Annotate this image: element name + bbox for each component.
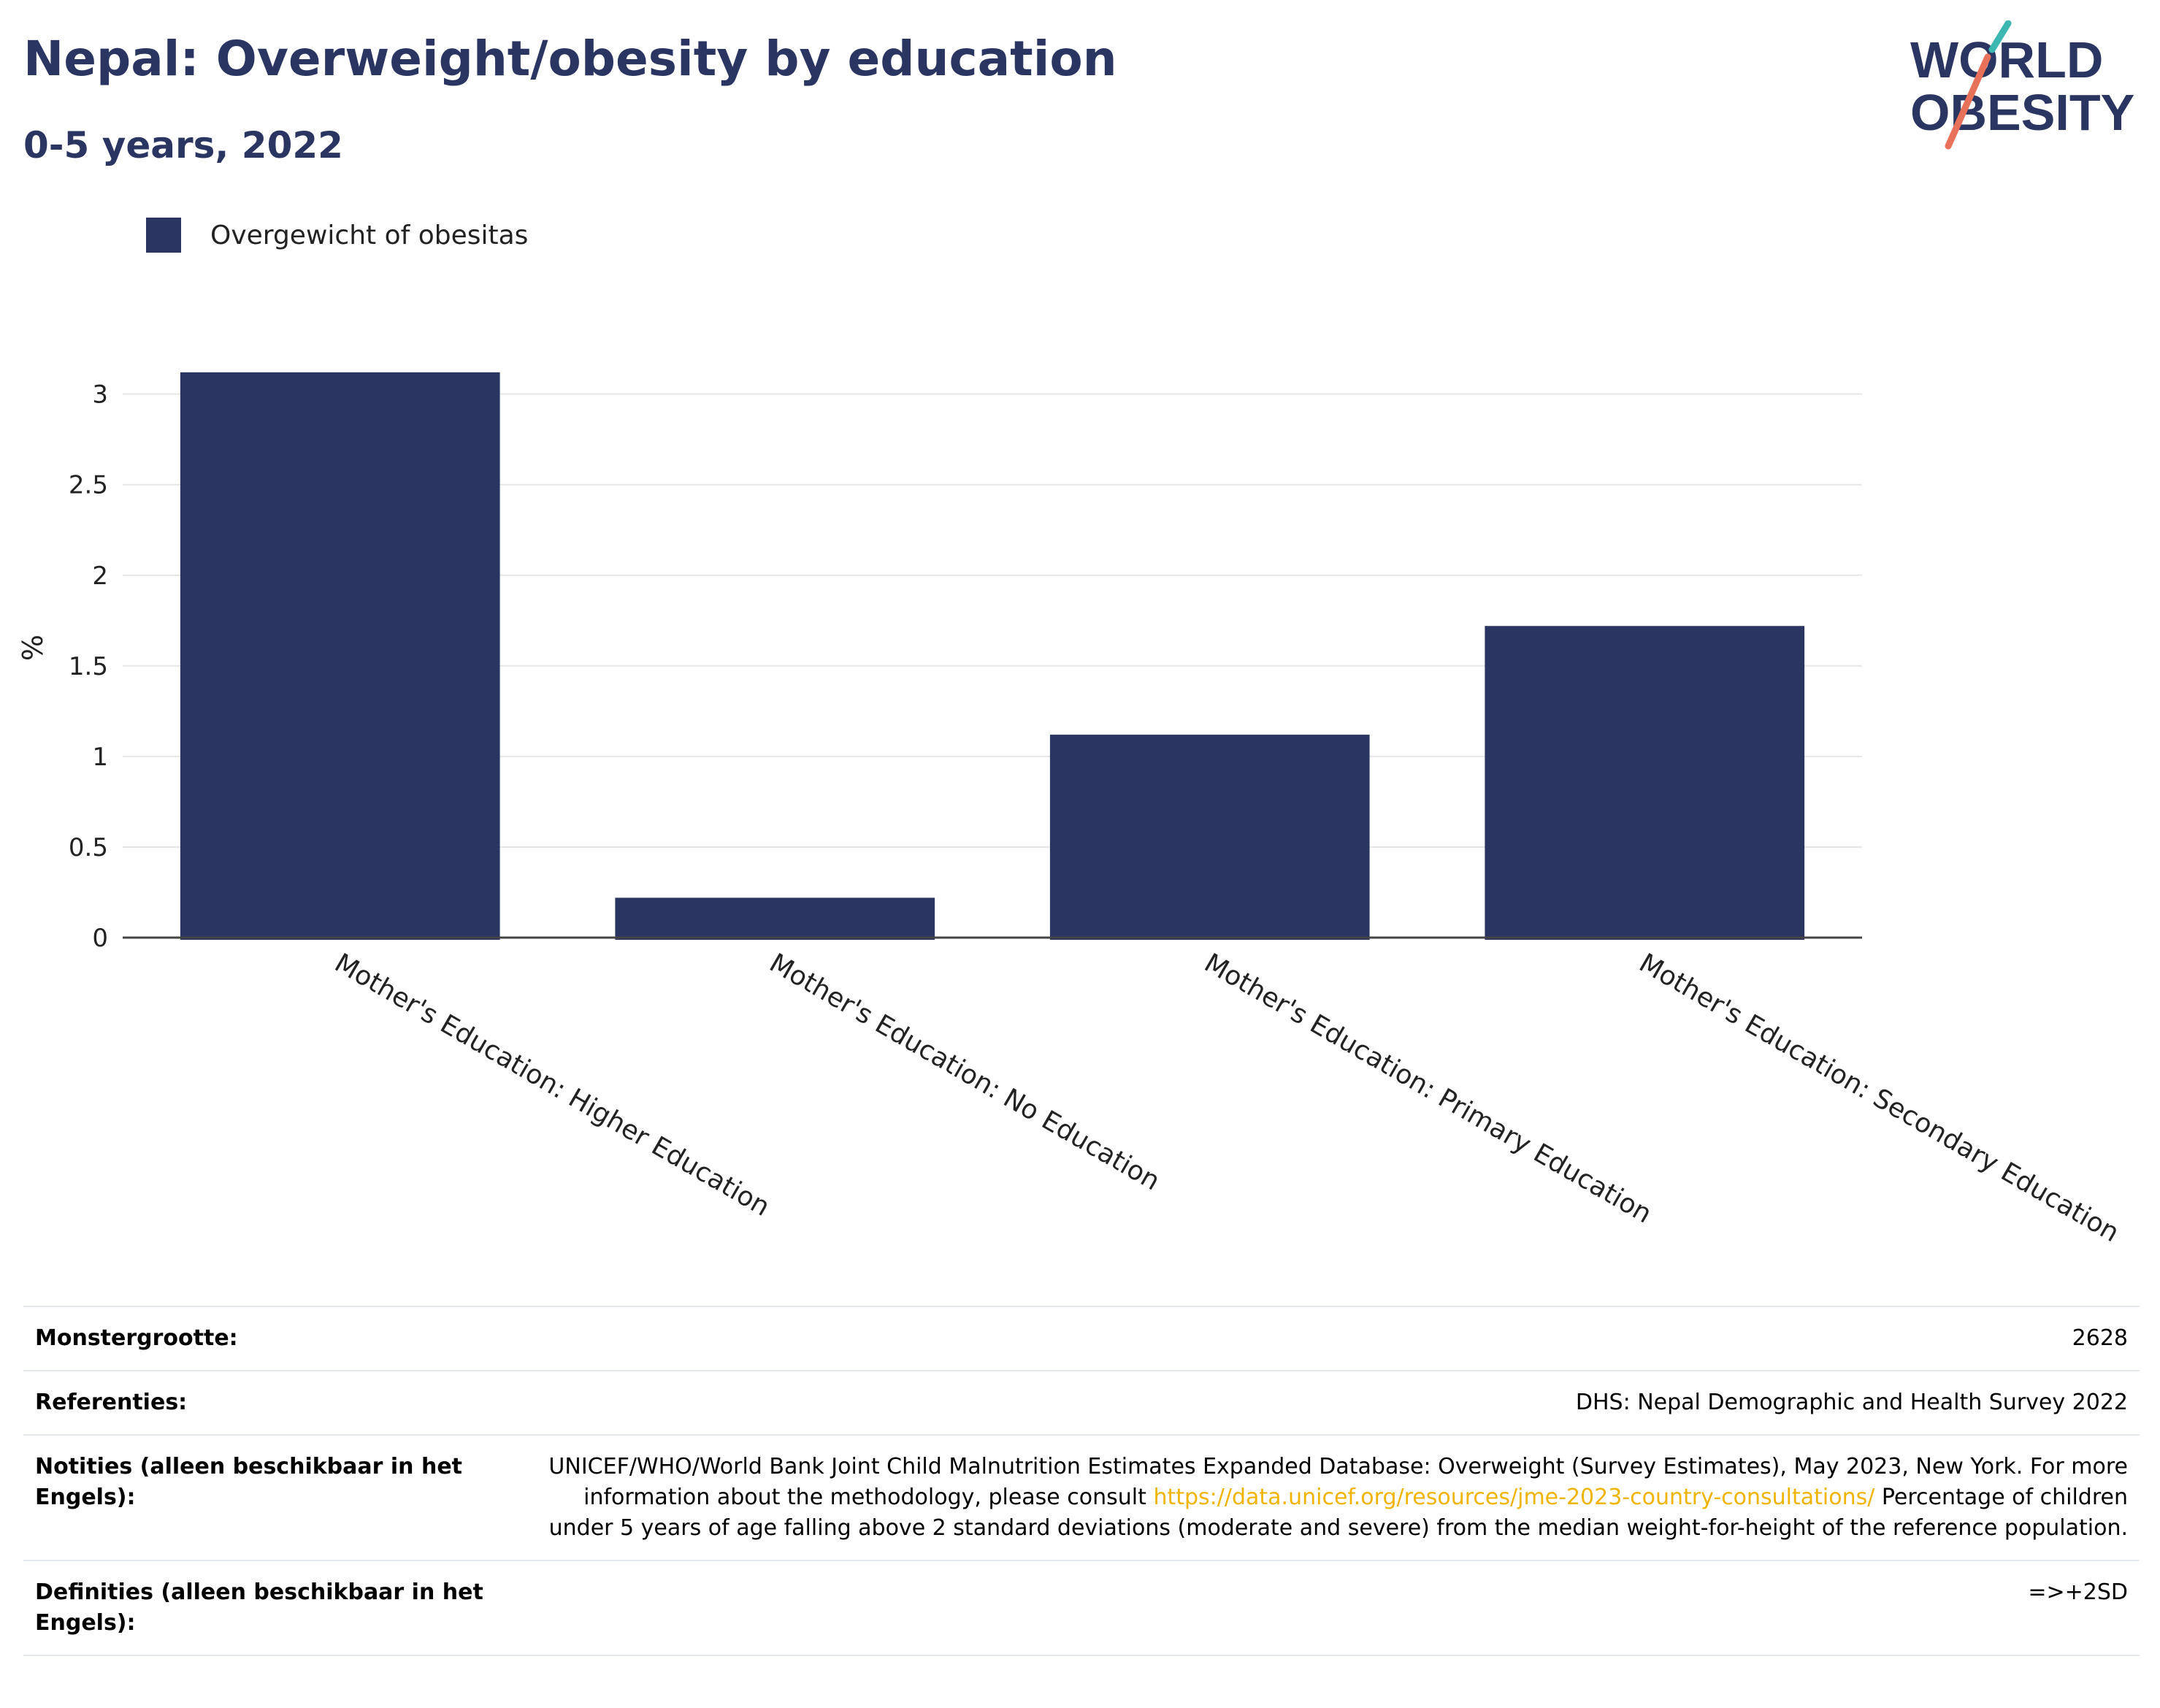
x-tick-label: Mother's Education: No Education [765,948,1165,1196]
world-obesity-logo: WORLD OBESITY [1910,20,2134,150]
x-tick-label: Mother's Education: Higher Education [329,948,775,1222]
table-row: Notities (alleen beschikbaar in het Enge… [23,1434,2140,1560]
definitions-label: Definities (alleen beschikbaar in het En… [23,1560,514,1656]
sample-size-value: 2628 [514,1306,2140,1371]
legend-label: Overgewicht of obesitas [210,220,529,250]
table-row: Referenties: DHS: Nepal Demographic and … [23,1370,2140,1435]
notes-text-before: UNICEF/WHO/World Bank Joint Child Malnut… [548,1454,2128,1510]
bar [180,372,500,941]
logo-slash-teal [1988,20,2012,53]
logo-text-world: WORLD [1910,31,2103,88]
y-tick-label: 2.5 [69,471,108,500]
y-tick-label: 2 [92,562,108,591]
bar [1049,735,1370,940]
notes-label: Notities (alleen beschikbaar in het Enge… [23,1434,514,1560]
bar [1485,626,1805,940]
legend-swatch [146,218,181,253]
sample-size-label: Monstergrootte: [23,1306,514,1371]
bars [180,372,1805,941]
notes-value: UNICEF/WHO/World Bank Joint Child Malnut… [514,1434,2140,1560]
logo-slash-red [1945,53,1991,150]
bar [615,897,935,940]
y-tick-label: 1 [92,743,108,772]
references-value: DHS: Nepal Demographic and Health Survey… [514,1370,2140,1435]
y-tick-label: 0.5 [69,833,108,862]
y-tick-label: 0 [92,924,108,953]
unicef-link[interactable]: https://data.unicef.org/resources/jme-20… [1153,1485,1875,1510]
x-tick-label: Mother's Education: Primary Education [1199,948,1656,1229]
x-tick-label: Mother's Education: Secondary Education [1634,948,2124,1248]
bar-chart: 0 0.5 1 1.5 2 2.5 3 Mother's Education: Higher … [17,372,2124,1248]
y-tick-label: 3 [92,380,108,410]
table-row: Monstergrootte: 2628 [23,1306,2140,1371]
definitions-value: =>+2SD [514,1560,2140,1656]
table-row: Definities (alleen beschikbaar in het En… [23,1560,2140,1656]
logo-text-obesity: OBESITY [1910,84,2134,141]
chart-title: Nepal: Overweight/obesity by education [23,31,1117,87]
chart-subtitle: 0-5 years, 2022 [23,124,343,166]
references-label: Referenties: [23,1370,514,1435]
y-tick-label: 1.5 [69,652,108,681]
metadata-table: Monstergrootte: 2628 Referenties: DHS: N… [23,1306,2140,1656]
chart-legend[interactable]: Overgewicht of obesitas [146,218,528,253]
y-axis-title: % [17,635,49,661]
notes-text-after: Percentage of children under 5 years of … [548,1485,2128,1541]
